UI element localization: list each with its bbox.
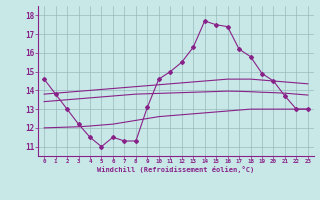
X-axis label: Windchill (Refroidissement éolien,°C): Windchill (Refroidissement éolien,°C) bbox=[97, 166, 255, 173]
